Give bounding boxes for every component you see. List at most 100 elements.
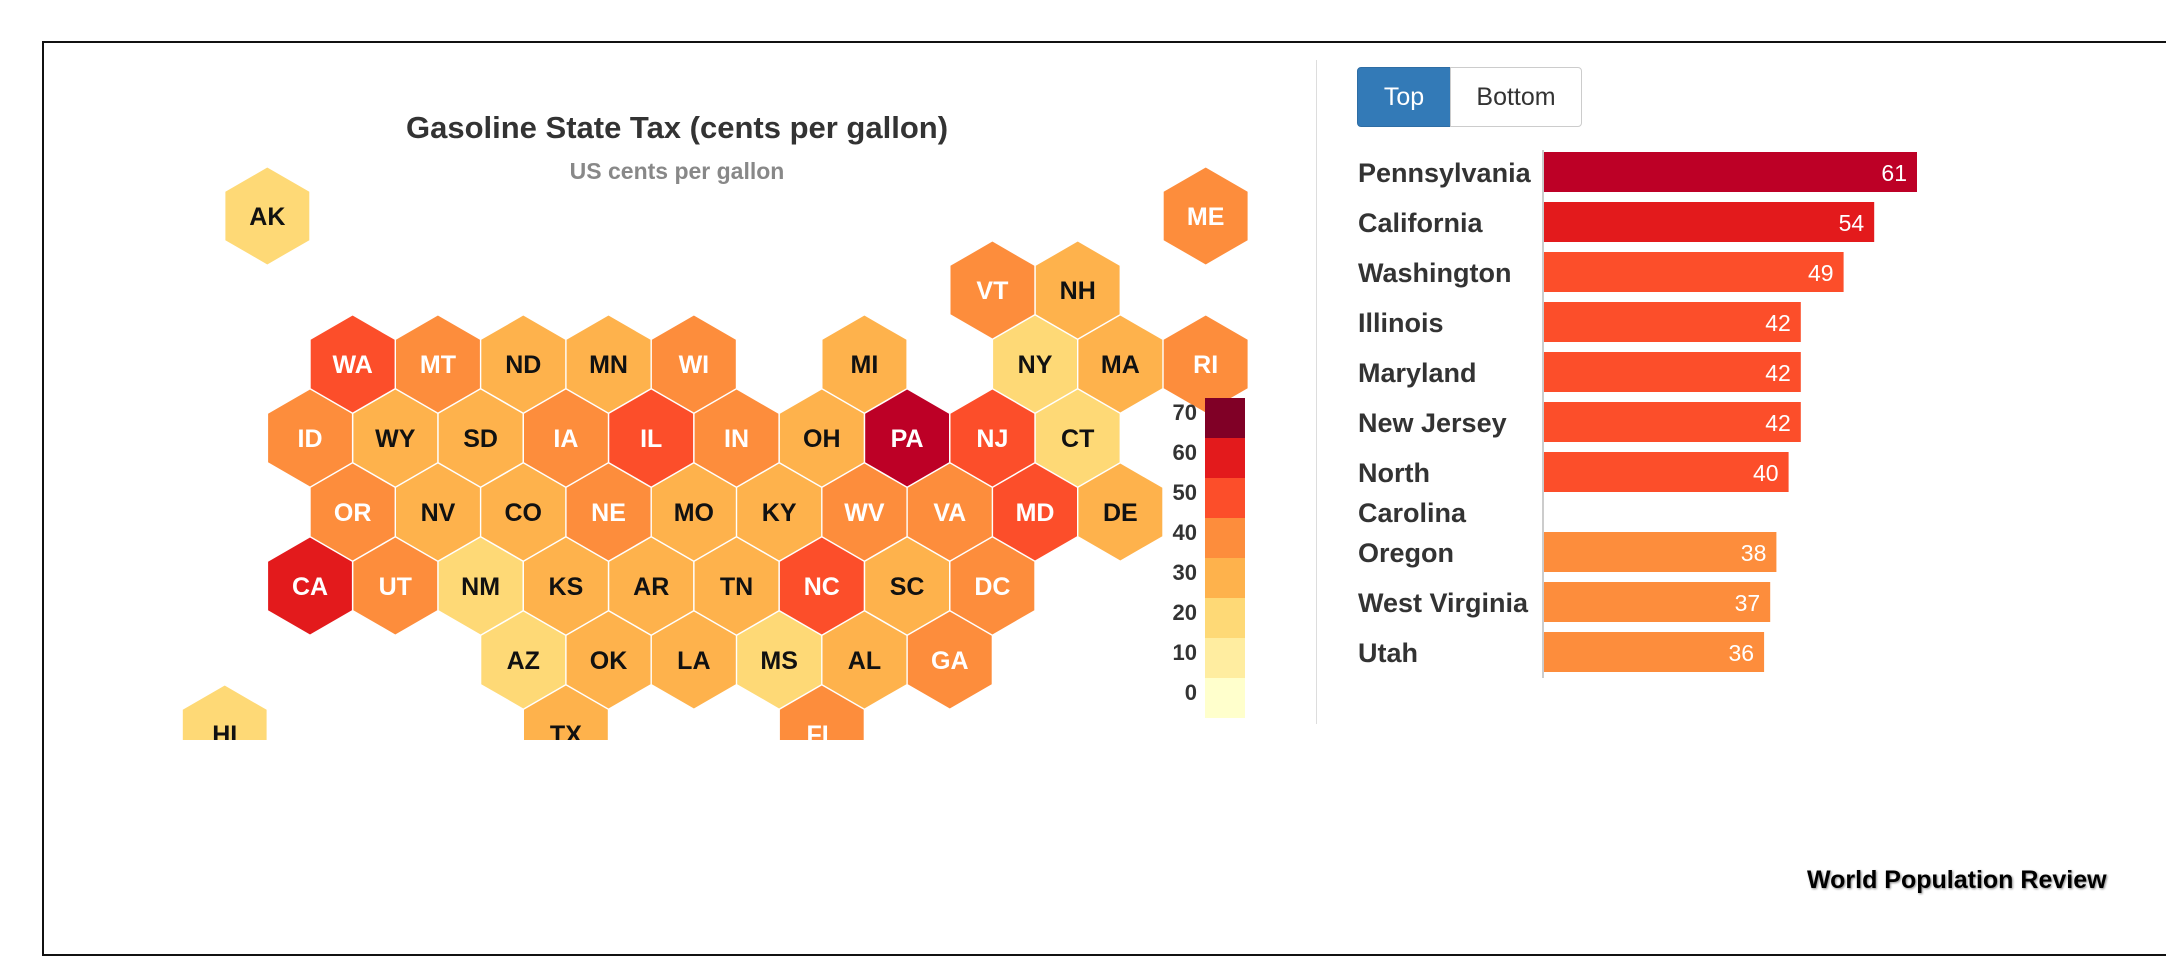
state-label: LA: [677, 647, 710, 675]
state-hex[interactable]: [906, 610, 993, 710]
state-label: AR: [633, 573, 669, 601]
state-hex[interactable]: [650, 314, 737, 414]
state-label: AK: [249, 203, 285, 231]
bar[interactable]: [1544, 402, 1801, 442]
state-label: DC: [974, 573, 1010, 601]
state-tile-sd[interactable]: SD: [437, 388, 524, 488]
state-tile-mt[interactable]: MT: [395, 314, 481, 414]
state-tile-ca[interactable]: CA: [267, 536, 353, 636]
state-tile-nd[interactable]: ND: [480, 314, 567, 414]
state-hex[interactable]: [1162, 166, 1249, 266]
bar[interactable]: [1544, 452, 1789, 492]
bar[interactable]: [1544, 532, 1777, 572]
state-tile-ga[interactable]: GA: [906, 610, 993, 710]
state-tile-hi[interactable]: HI: [181, 684, 268, 740]
state-label: CA: [292, 573, 328, 601]
source-credit[interactable]: World Population Review: [1807, 866, 2107, 894]
state-hex[interactable]: [821, 314, 908, 414]
bar[interactable]: [1544, 302, 1801, 342]
state-tile-id[interactable]: ID: [267, 388, 353, 488]
state-hex[interactable]: [523, 684, 609, 740]
bar[interactable]: [1544, 352, 1801, 392]
bar[interactable]: [1544, 582, 1771, 622]
bar-category-label: Maryland: [1358, 358, 1477, 388]
legend-tick-label: 0: [1185, 680, 1197, 705]
state-hex[interactable]: [224, 166, 311, 266]
state-tile-vt[interactable]: VT: [949, 240, 1036, 340]
state-label: MO: [674, 499, 714, 527]
state-tile-al[interactable]: AL: [821, 610, 908, 710]
state-tile-md[interactable]: MD: [992, 462, 1078, 562]
state-tile-ma[interactable]: MA: [1077, 314, 1164, 414]
state-tile-nh[interactable]: NH: [1034, 240, 1121, 340]
state-tile-wa[interactable]: WA: [309, 314, 396, 414]
color-legend: 0 10 20 30 40 50 60 70: [1173, 398, 1245, 718]
state-tile-pa[interactable]: PA: [864, 388, 950, 488]
state-tile-wi[interactable]: WI: [650, 314, 737, 414]
state-label: CT: [1061, 425, 1094, 453]
state-label: CO: [505, 499, 543, 527]
bar-value-label: 36: [1729, 640, 1755, 666]
state-tile-me[interactable]: ME: [1162, 166, 1249, 266]
state-tile-az[interactable]: AZ: [480, 610, 567, 710]
map-title: Gasoline State Tax (cents per gallon): [406, 110, 948, 145]
hex-map: Gasoline State Tax (cents per gallon) US…: [181, 110, 1249, 740]
bottom-button[interactable]: Bottom: [1450, 67, 1582, 127]
state-tile-la[interactable]: LA: [650, 610, 737, 710]
legend-swatch: [1205, 398, 1245, 438]
state-tile-co[interactable]: CO: [480, 462, 567, 562]
state-tile-tn[interactable]: TN: [693, 536, 780, 636]
state-hex[interactable]: [1077, 462, 1164, 562]
legend-tick-label: 20: [1173, 600, 1197, 625]
state-tile-wy[interactable]: WY: [352, 388, 439, 488]
bar-value-label: 42: [1765, 360, 1791, 386]
state-tile-il[interactable]: IL: [608, 388, 695, 488]
bar[interactable]: [1544, 152, 1917, 192]
state-tile-ky[interactable]: KY: [736, 462, 823, 562]
state-label: AL: [848, 647, 881, 675]
state-tile-ms[interactable]: MS: [736, 610, 823, 710]
state-hex[interactable]: [181, 684, 268, 740]
state-tile-nj[interactable]: NJ: [949, 388, 1036, 488]
state-tile-mn[interactable]: MN: [565, 314, 652, 414]
bar[interactable]: [1544, 632, 1765, 672]
state-tile-mo[interactable]: MO: [650, 462, 737, 562]
state-hex[interactable]: [949, 536, 1036, 636]
state-tile-ut[interactable]: UT: [352, 536, 439, 636]
state-tile-ar[interactable]: AR: [608, 536, 695, 636]
state-hex[interactable]: [778, 684, 865, 740]
state-label: NM: [461, 573, 500, 601]
state-label: VA: [933, 499, 966, 527]
state-tile-ak[interactable]: AK: [224, 166, 311, 266]
state-label: ID: [298, 425, 323, 453]
state-tile-fl[interactable]: FL: [778, 684, 865, 740]
state-tile-ne[interactable]: NE: [565, 462, 652, 562]
state-hex[interactable]: [1034, 240, 1121, 340]
state-tile-wv[interactable]: WV: [821, 462, 908, 562]
state-tile-ks[interactable]: KS: [523, 536, 609, 636]
state-label: TX: [550, 721, 582, 740]
state-label: GA: [931, 647, 969, 675]
state-tile-ny[interactable]: NY: [992, 314, 1078, 414]
state-tile-mi[interactable]: MI: [821, 314, 908, 414]
state-tile-tx[interactable]: TX: [523, 684, 609, 740]
state-tile-de[interactable]: DE: [1077, 462, 1164, 562]
state-label: IL: [640, 425, 662, 453]
top-button[interactable]: Top: [1357, 67, 1451, 127]
state-tile-ia[interactable]: IA: [523, 388, 609, 488]
state-tile-nm[interactable]: NM: [437, 536, 524, 636]
bar-value-label: 38: [1741, 540, 1767, 566]
legend-swatch: [1205, 638, 1245, 678]
panel-divider: [1316, 60, 1317, 724]
bar-value-label: 42: [1765, 310, 1791, 336]
bar[interactable]: [1544, 252, 1844, 292]
bar-value-label: 61: [1881, 160, 1907, 186]
state-label: OK: [590, 647, 628, 675]
state-hex[interactable]: [1034, 388, 1121, 488]
state-tile-ct[interactable]: CT: [1034, 388, 1121, 488]
bar-category-label: California: [1358, 208, 1484, 238]
bar[interactable]: [1544, 202, 1875, 242]
state-tile-dc[interactable]: DC: [949, 536, 1036, 636]
legend-tick-label: 10: [1173, 640, 1197, 665]
state-label: NJ: [976, 425, 1008, 453]
